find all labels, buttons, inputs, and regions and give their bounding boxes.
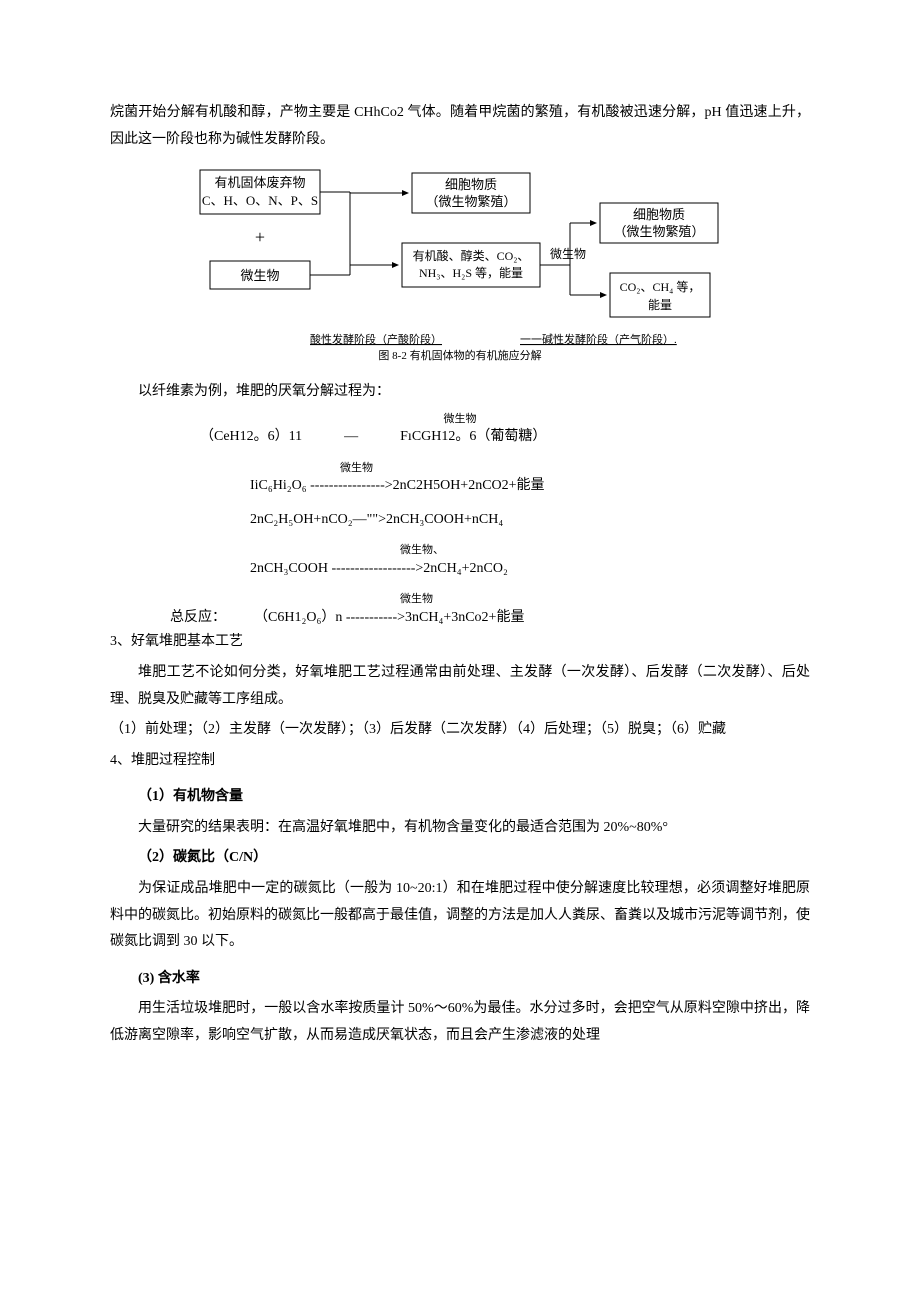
- box-waste-l1: 有机固体废弃物: [214, 175, 305, 190]
- fiber-intro: 以纤维素为例，堆肥的厌氧分解过程为：: [110, 379, 810, 406]
- box-cell2-l1: 细胞物质: [633, 207, 685, 222]
- eq5-label: 总反应：: [170, 610, 219, 625]
- eq4-main: 2nCH₃COOH ------------------>2nCH₄+2nCO₂: [110, 559, 810, 579]
- sec4-3-title: (3) 含水率: [138, 966, 810, 993]
- diagram-svg: 有机固体废弃物 C、H、O、N、P、S + 微生物 细胞物质 （微生物繁殖） 有…: [190, 165, 730, 365]
- box-acids-l1: 有机酸、醇类、CO₂、: [413, 248, 530, 263]
- box-microbe: 微生物: [240, 268, 279, 283]
- eq5-main: （C6H1₂O₆）n ----------->3nCH₄+3nCo2+能量: [261, 610, 524, 625]
- eq5-top: 微生物: [110, 592, 810, 607]
- box-gas-l2: 能量: [648, 298, 672, 312]
- eq3-main: 2nC₂H₅OH+nCO₂—"">2nCH₃COOH+nCH₄: [110, 510, 810, 530]
- box-acids-l2: NH₃、H₂S 等，能量: [419, 266, 523, 280]
- equation-2: 微生物 IiC₆Hi₂O₆ ---------------->2nC2H5OH+…: [110, 461, 810, 496]
- eq5-line: 总反应： （C6H1₂O₆）n ----------->3nCH₄+3nCo2+…: [110, 608, 810, 628]
- arrow-label-microbe: 微生物: [550, 247, 586, 261]
- stage-left: 酸性发酵阶段（产酸阶段）: [310, 332, 442, 346]
- page: 烷菌开始分解有机酸和醇，产物主要是 CHhCo2 气体。随着甲烷菌的繁殖，有机酸…: [0, 0, 920, 1301]
- equation-4: 微生物、 2nCH₃COOH ------------------>2nCH₄+…: [110, 543, 810, 578]
- eq1-top: 微生物: [110, 412, 810, 427]
- eq2-main: IiC₆Hi₂O₆ ---------------->2nC2H5OH+2nCO…: [110, 476, 810, 496]
- eq1-main: （CeH12。6）11 — FıCGH12。6（葡萄糖）: [110, 427, 810, 447]
- sec4-1-title: （1）有机物含量: [138, 784, 810, 811]
- eq2-top: 微生物: [110, 461, 810, 476]
- eq4-top: 微生物、: [110, 543, 810, 558]
- sec4-1-body: 大量研究的结果表明：在高温好氧堆肥中，有机物含量变化的最适合范围为 20%~80…: [110, 815, 810, 842]
- equation-3: 2nC₂H₅OH+nCO₂—"">2nCH₃COOH+nCH₄: [110, 510, 810, 530]
- box-waste-l2: C、H、O、N、P、S: [202, 193, 318, 208]
- box-cell2-l2: （微生物繁殖）: [613, 224, 704, 239]
- sec4-2-title: （2）碳氮比（C/N）: [138, 845, 810, 872]
- intro-paragraph: 烷菌开始分解有机酸和醇，产物主要是 CHhCo2 气体。随着甲烷菌的繁殖，有机酸…: [110, 100, 810, 153]
- fig-caption: 图 8-2 有机固体物的有机施应分解: [378, 348, 541, 362]
- sec3-p2: （1）前处理；（2）主发酵（一次发酵）；（3）后发酵（二次发酵）（4）后处理；（…: [110, 717, 810, 744]
- sec3-p1: 堆肥工艺不论如何分类，好氧堆肥工艺过程通常由前处理、主发酵（一次发酵）、后发酵（…: [110, 660, 810, 713]
- sec4-2-body: 为保证成品堆肥中一定的碳氮比（一般为 10~20:1）和在堆肥过程中使分解速度比…: [110, 876, 810, 956]
- box-cell1-l2: （微生物繁殖）: [425, 194, 516, 209]
- sec4-title: 4、堆肥过程控制: [110, 748, 810, 775]
- sec4-3-body: 用生活垃圾堆肥时，一般以含水率按质量计 50%～60%为最佳。水分过多时，会把空…: [110, 996, 810, 1049]
- sec3-title: 3、好氧堆肥基本工艺: [110, 629, 810, 656]
- box-gas-l1: CO₂、CH₄ 等，: [620, 280, 701, 294]
- equation-5: 微生物 总反应： （C6H1₂O₆）n ----------->3nCH₄+3n…: [110, 592, 810, 627]
- equation-1: 微生物 （CeH12。6）11 — FıCGH12。6（葡萄糖）: [110, 412, 810, 447]
- stage-right: 一一碱性发酵阶段（产气阶段）.: [520, 332, 677, 346]
- box-cell1-l1: 细胞物质: [445, 177, 497, 192]
- figure-8-2: 有机固体废弃物 C、H、O、N、P、S + 微生物 细胞物质 （微生物繁殖） 有…: [110, 165, 810, 365]
- plus-symbol: +: [255, 227, 265, 247]
